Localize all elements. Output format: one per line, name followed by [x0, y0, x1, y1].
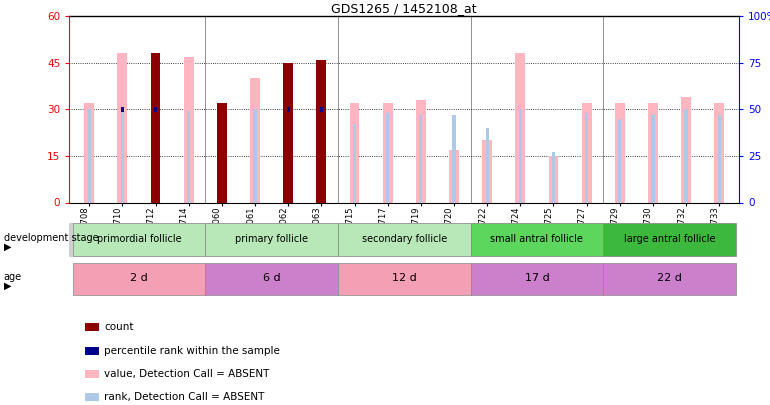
Text: 6 d: 6 d [263, 273, 280, 283]
Bar [117, 53, 127, 202]
Bar [85, 324, 99, 331]
Text: primary follicle: primary follicle [235, 234, 308, 244]
Text: 17 d: 17 d [524, 273, 549, 283]
Bar [603, 224, 736, 256]
Bar [350, 103, 360, 202]
Bar [383, 103, 393, 202]
Text: primordial follicle: primordial follicle [96, 234, 181, 244]
Bar [486, 128, 489, 202]
Bar [353, 124, 357, 202]
Bar [419, 115, 423, 202]
Text: 22 d: 22 d [657, 273, 682, 283]
Title: GDS1265 / 1452108_at: GDS1265 / 1452108_at [331, 2, 477, 15]
Bar [718, 115, 721, 202]
Bar [88, 109, 91, 202]
Bar [338, 224, 470, 256]
Bar [681, 97, 691, 202]
Bar [585, 113, 588, 202]
Bar [416, 100, 426, 202]
Bar [449, 150, 459, 202]
Bar [515, 53, 525, 202]
Bar [548, 156, 558, 202]
Text: count: count [104, 322, 134, 333]
Bar [72, 224, 206, 256]
Bar [187, 111, 190, 202]
Bar [184, 57, 194, 202]
Bar [85, 393, 99, 401]
Bar [685, 109, 688, 202]
Bar [151, 53, 160, 202]
Bar [217, 103, 227, 202]
Bar [84, 103, 94, 202]
Bar [287, 107, 290, 112]
Bar [72, 263, 206, 295]
Bar [651, 115, 654, 202]
Bar [85, 370, 99, 378]
Bar [648, 103, 658, 202]
Text: development stage: development stage [4, 233, 99, 243]
Bar [316, 60, 326, 202]
Bar [482, 141, 492, 202]
Bar [85, 347, 99, 355]
Bar [581, 103, 591, 202]
Text: ▶: ▶ [4, 281, 12, 291]
Bar [386, 113, 390, 202]
Bar [552, 152, 555, 202]
Bar [603, 263, 736, 295]
Text: rank, Detection Call = ABSENT: rank, Detection Call = ABSENT [104, 392, 265, 402]
Bar [519, 109, 522, 202]
Text: 12 d: 12 d [392, 273, 417, 283]
Bar [206, 263, 338, 295]
Bar [470, 224, 603, 256]
Bar [121, 107, 124, 112]
Text: small antral follicle: small antral follicle [490, 234, 584, 244]
Bar [470, 263, 603, 295]
Bar [614, 103, 624, 202]
Bar [283, 63, 293, 202]
Bar [253, 109, 256, 202]
Bar [206, 224, 338, 256]
Text: age: age [4, 273, 22, 282]
Bar [121, 109, 124, 202]
Text: 2 d: 2 d [130, 273, 148, 283]
Text: ▶: ▶ [4, 242, 12, 252]
Bar [320, 107, 323, 112]
Text: value, Detection Call = ABSENT: value, Detection Call = ABSENT [104, 369, 270, 379]
Bar [452, 115, 456, 202]
Text: percentile rank within the sample: percentile rank within the sample [104, 345, 280, 356]
Text: large antral follicle: large antral follicle [624, 234, 715, 244]
Bar [715, 103, 725, 202]
Bar [250, 78, 260, 202]
Bar [338, 263, 470, 295]
Text: secondary follicle: secondary follicle [362, 234, 447, 244]
Bar [618, 119, 621, 202]
Bar [154, 107, 157, 112]
